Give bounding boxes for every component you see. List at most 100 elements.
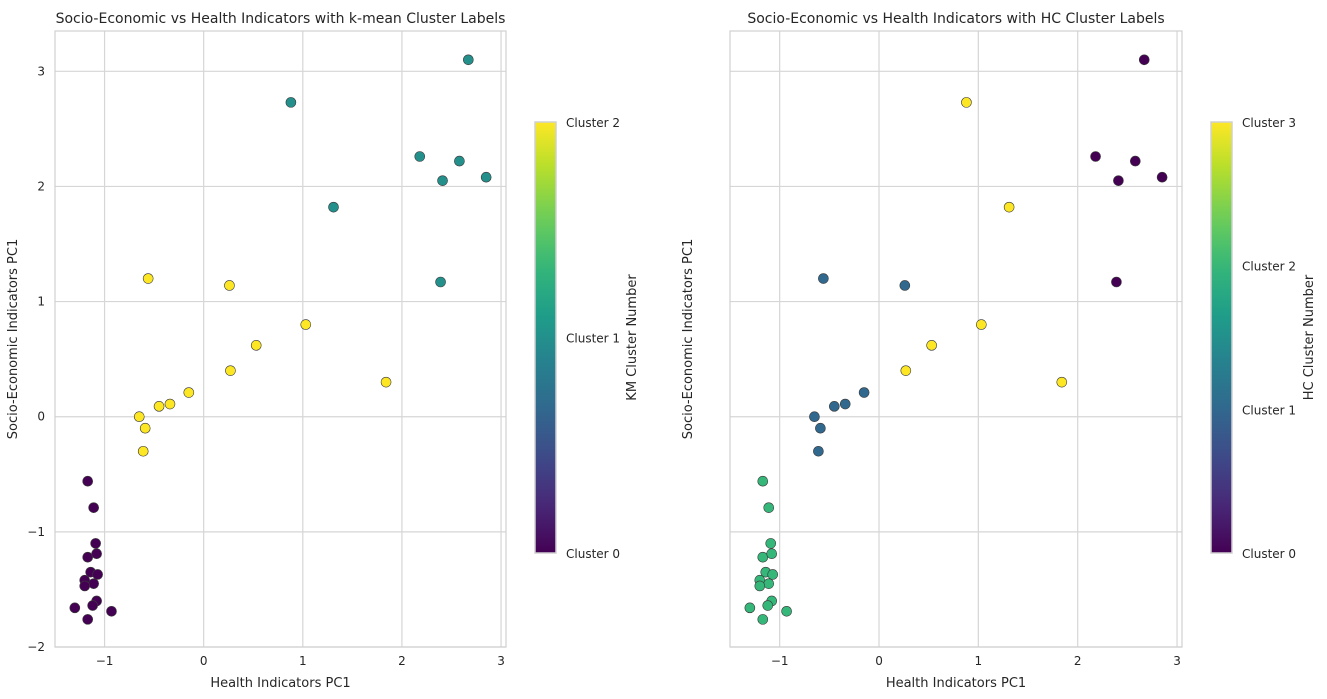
colorbar-tick-label: Cluster 2 xyxy=(566,116,620,130)
data-point xyxy=(1156,171,1168,183)
y-tick-label: 1 xyxy=(37,295,45,309)
data-point xyxy=(762,600,774,611)
axes-frame xyxy=(729,30,1183,648)
data-point xyxy=(1090,151,1101,162)
data-point xyxy=(757,551,769,563)
axes-frame xyxy=(54,30,507,648)
chart-title: Socio-Economic vs Health Indicators with… xyxy=(747,11,1164,27)
data-point xyxy=(858,387,870,398)
colorbar xyxy=(1210,121,1233,554)
x-tick-label: 2 xyxy=(398,654,406,668)
data-point xyxy=(328,201,339,213)
data-point xyxy=(91,548,102,560)
y-tick-label: −2 xyxy=(27,640,45,654)
x-tick-label: 3 xyxy=(497,654,505,668)
data-point xyxy=(926,340,937,351)
x-tick-label: 3 xyxy=(1173,654,1181,668)
data-point xyxy=(435,276,446,288)
data-point xyxy=(813,445,824,457)
colorbar-tick-label: Cluster 0 xyxy=(1242,547,1296,561)
data-point xyxy=(183,387,195,398)
y-axis-label: Socio-Economic Indicators PC1 xyxy=(681,239,696,439)
colorbar-tick-label: Cluster 1 xyxy=(1242,403,1296,417)
data-point xyxy=(139,422,151,434)
data-point xyxy=(164,398,176,410)
colorbar-tick-label: Cluster 3 xyxy=(1242,116,1296,130)
data-point xyxy=(153,401,165,412)
x-tick-label: 0 xyxy=(875,654,883,668)
data-point xyxy=(380,376,392,388)
data-point xyxy=(82,475,94,487)
data-point xyxy=(818,273,829,284)
data-point xyxy=(754,580,766,592)
colorbar xyxy=(534,121,557,554)
data-point xyxy=(757,614,769,625)
data-point xyxy=(765,538,777,549)
data-point xyxy=(781,606,792,617)
data-point xyxy=(87,600,98,611)
data-point xyxy=(137,445,149,457)
x-tick-label: −1 xyxy=(771,654,789,668)
chart-title: Socio-Economic vs Health Indicators with… xyxy=(56,11,506,27)
data-point xyxy=(757,475,769,487)
data-point xyxy=(763,502,775,513)
x-axis-label: Health Indicators PC1 xyxy=(886,676,1026,691)
x-axis-label: Health Indicators PC1 xyxy=(210,676,350,691)
data-point xyxy=(300,319,312,330)
data-point xyxy=(480,171,492,183)
data-point xyxy=(224,280,235,291)
data-point xyxy=(1113,175,1124,186)
data-point xyxy=(1056,376,1068,388)
data-point xyxy=(463,54,474,66)
data-point xyxy=(133,411,145,423)
y-tick-label: −1 xyxy=(27,525,45,539)
data-point xyxy=(744,602,756,614)
y-tick-label: 2 xyxy=(37,179,45,193)
data-point xyxy=(106,606,117,617)
data-point xyxy=(1130,155,1141,167)
colorbar-tick-label: Cluster 0 xyxy=(566,547,620,561)
data-point xyxy=(766,548,778,560)
data-point xyxy=(815,422,826,434)
colorbar-tick-label: Cluster 1 xyxy=(566,332,620,346)
colorbar-label: KM Cluster Number xyxy=(625,274,640,401)
data-point xyxy=(285,97,297,108)
data-point xyxy=(839,398,851,410)
data-point xyxy=(454,155,465,167)
data-point xyxy=(79,580,91,592)
x-tick-label: 1 xyxy=(975,654,983,668)
data-point xyxy=(763,578,775,589)
data-point xyxy=(88,502,99,513)
x-tick-label: 2 xyxy=(1074,654,1082,668)
y-axis-label: Socio-Economic Indicators PC1 xyxy=(6,239,21,439)
x-tick-label: 1 xyxy=(299,654,307,668)
data-point xyxy=(90,538,101,549)
chart-0: −1 0 1 2 3 −2 −1 0 1 2 3 Socio-Economic vs Health I… xyxy=(6,11,640,691)
data-point xyxy=(250,340,262,351)
data-point xyxy=(767,569,779,580)
data-point xyxy=(82,614,94,625)
data-point xyxy=(82,551,94,563)
data-point xyxy=(142,273,154,284)
data-point xyxy=(88,578,99,589)
data-point xyxy=(809,411,820,423)
y-tick-label: 3 xyxy=(37,64,45,78)
colorbar-tick-label: Cluster 2 xyxy=(1242,260,1296,274)
data-point xyxy=(437,175,448,186)
data-point xyxy=(69,602,81,614)
data-point xyxy=(899,280,911,291)
chart-1: −1 0 1 2 3 Socio-Economic vs Health Indicator… xyxy=(681,11,1317,691)
data-point xyxy=(414,151,426,162)
data-point xyxy=(1003,201,1015,213)
data-point xyxy=(1138,54,1150,66)
plot-area xyxy=(55,31,506,647)
x-tick-label: 0 xyxy=(200,654,208,668)
data-point xyxy=(829,401,840,412)
plot-area xyxy=(730,31,1182,647)
data-point xyxy=(976,319,987,330)
y-tick-label: 0 xyxy=(37,410,45,424)
data-point xyxy=(92,569,103,580)
data-point xyxy=(1111,276,1122,288)
data-point xyxy=(961,97,972,108)
